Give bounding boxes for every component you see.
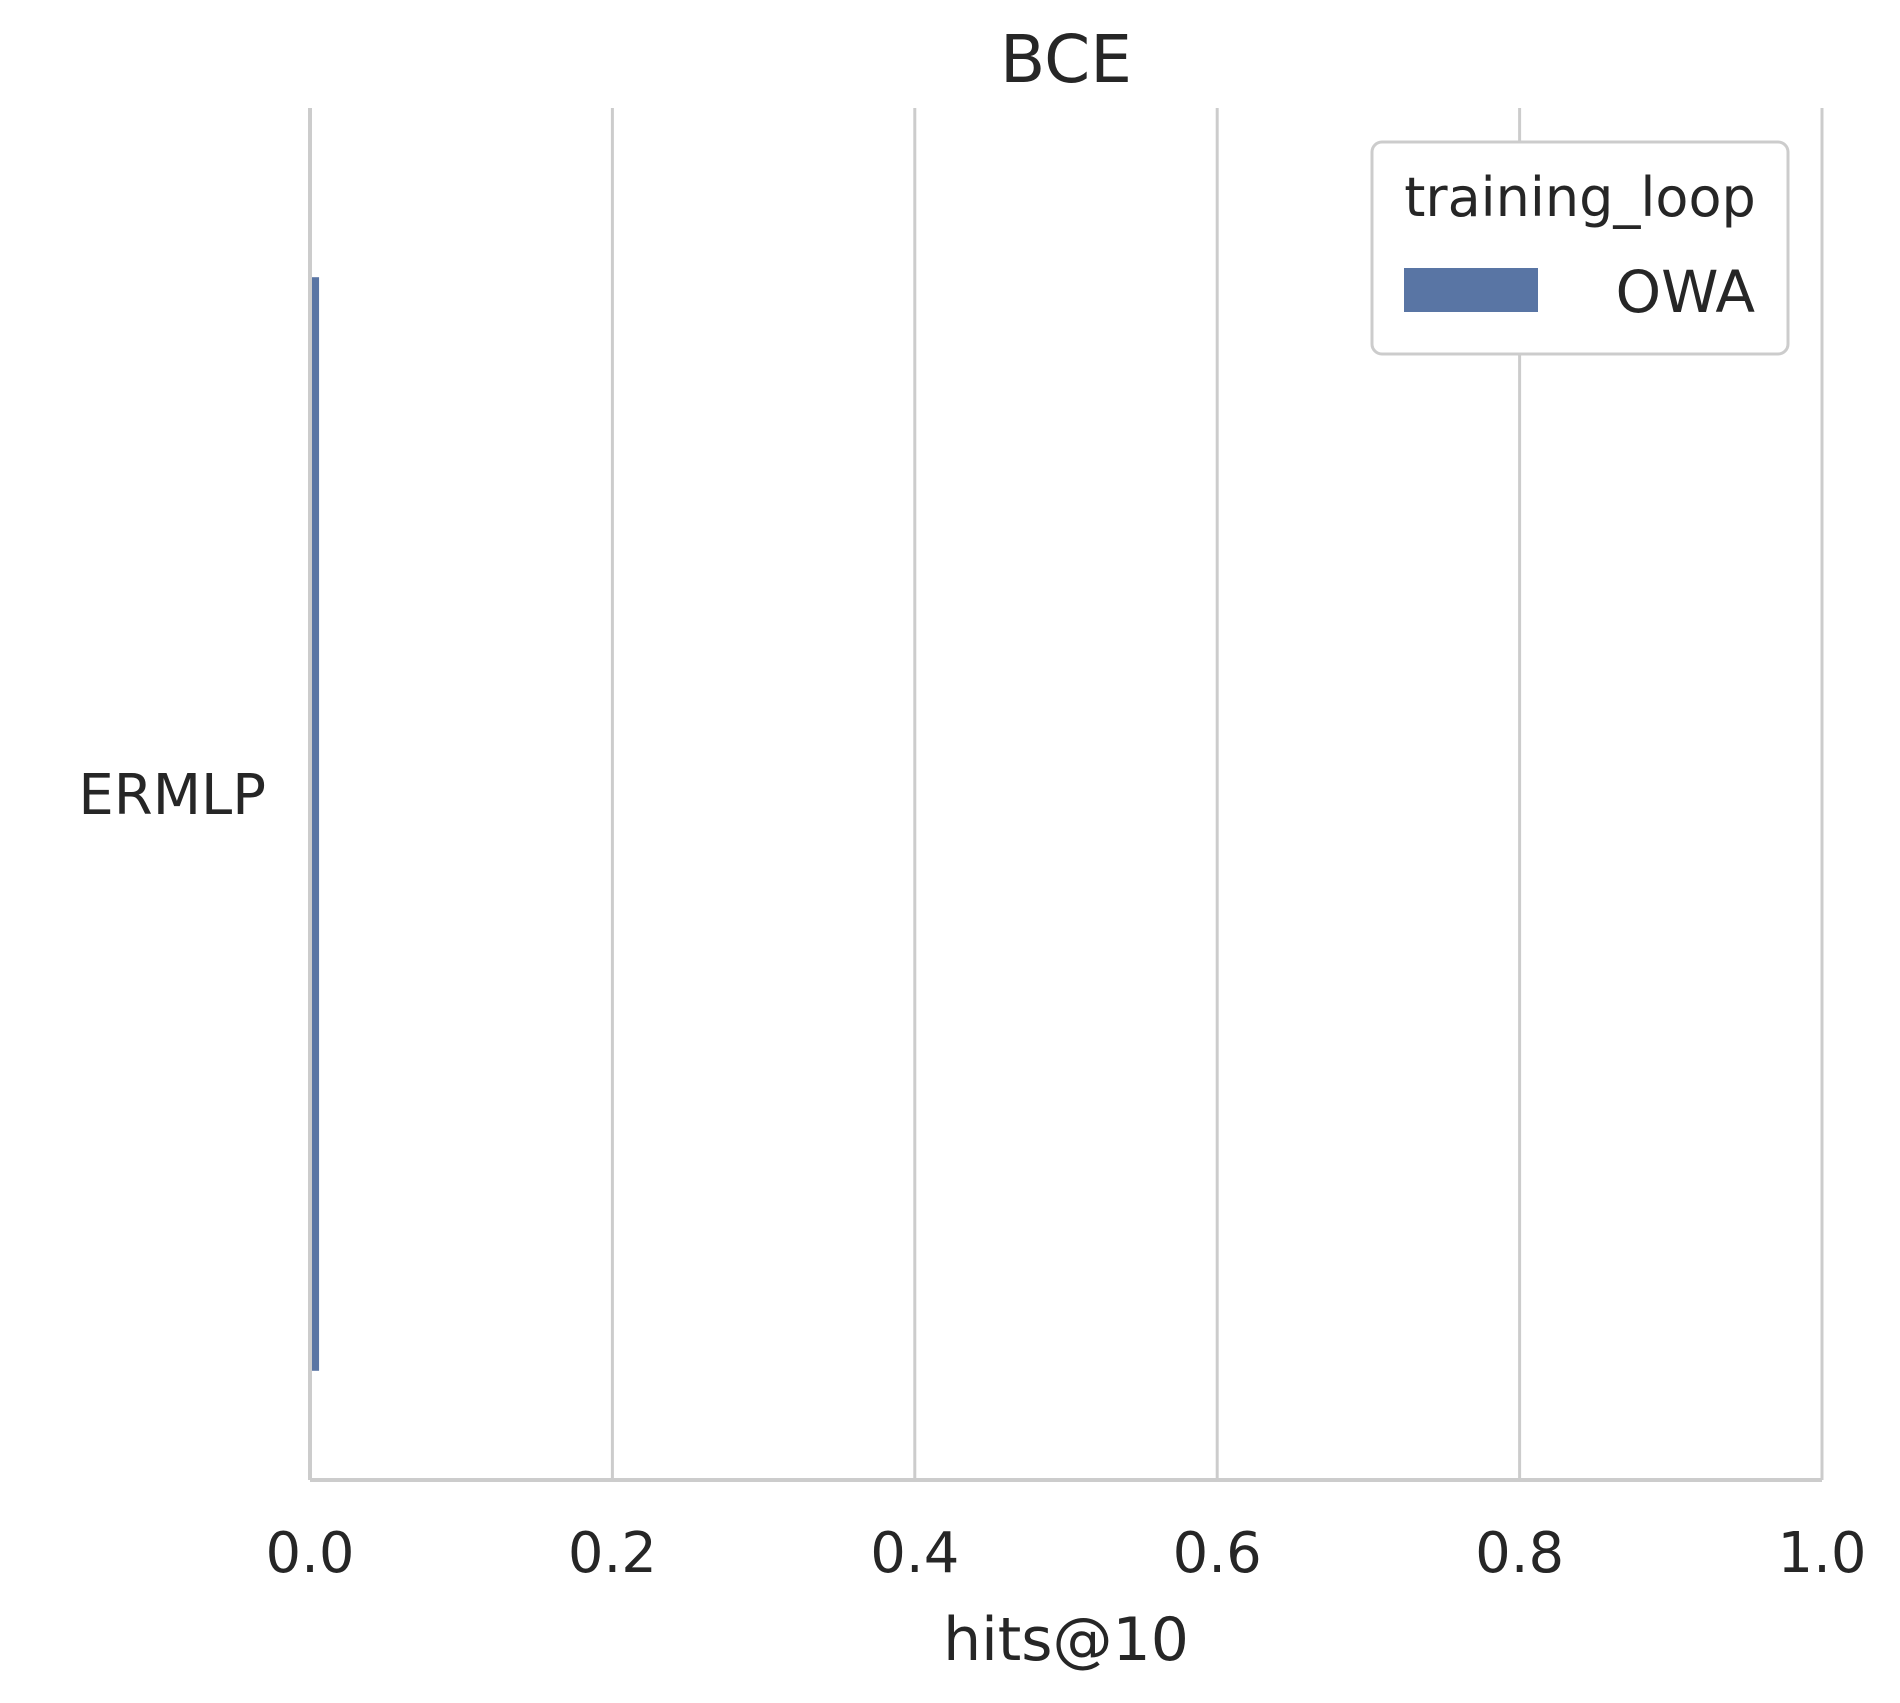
legend-label-owa: OWA	[1615, 258, 1755, 326]
axes	[308, 108, 1822, 1482]
x-tick-label: 0.8	[1475, 1521, 1564, 1586]
x-tick-label: 0.2	[568, 1521, 657, 1586]
x-tick-label: 0.0	[265, 1521, 354, 1586]
legend: training_loop OWA	[1370, 140, 1790, 356]
legend-title: training_loop	[1404, 166, 1756, 229]
bars	[310, 277, 320, 1371]
x-tick-labels: 0.0 0.2 0.4 0.6 0.8 1.0	[265, 1521, 1866, 1586]
y-tick-labels: ERMLP	[78, 763, 266, 828]
x-tick-label: 1.0	[1777, 1521, 1866, 1586]
y-tick-label: ERMLP	[78, 763, 266, 828]
x-tick-label: 0.4	[870, 1521, 959, 1586]
bar-ermlp-owa	[310, 277, 320, 1371]
chart-title: BCE	[1000, 21, 1132, 98]
x-axis-label: hits@10	[943, 1605, 1189, 1675]
x-tick-label: 0.6	[1173, 1521, 1262, 1586]
legend-swatch-owa	[1404, 268, 1538, 312]
